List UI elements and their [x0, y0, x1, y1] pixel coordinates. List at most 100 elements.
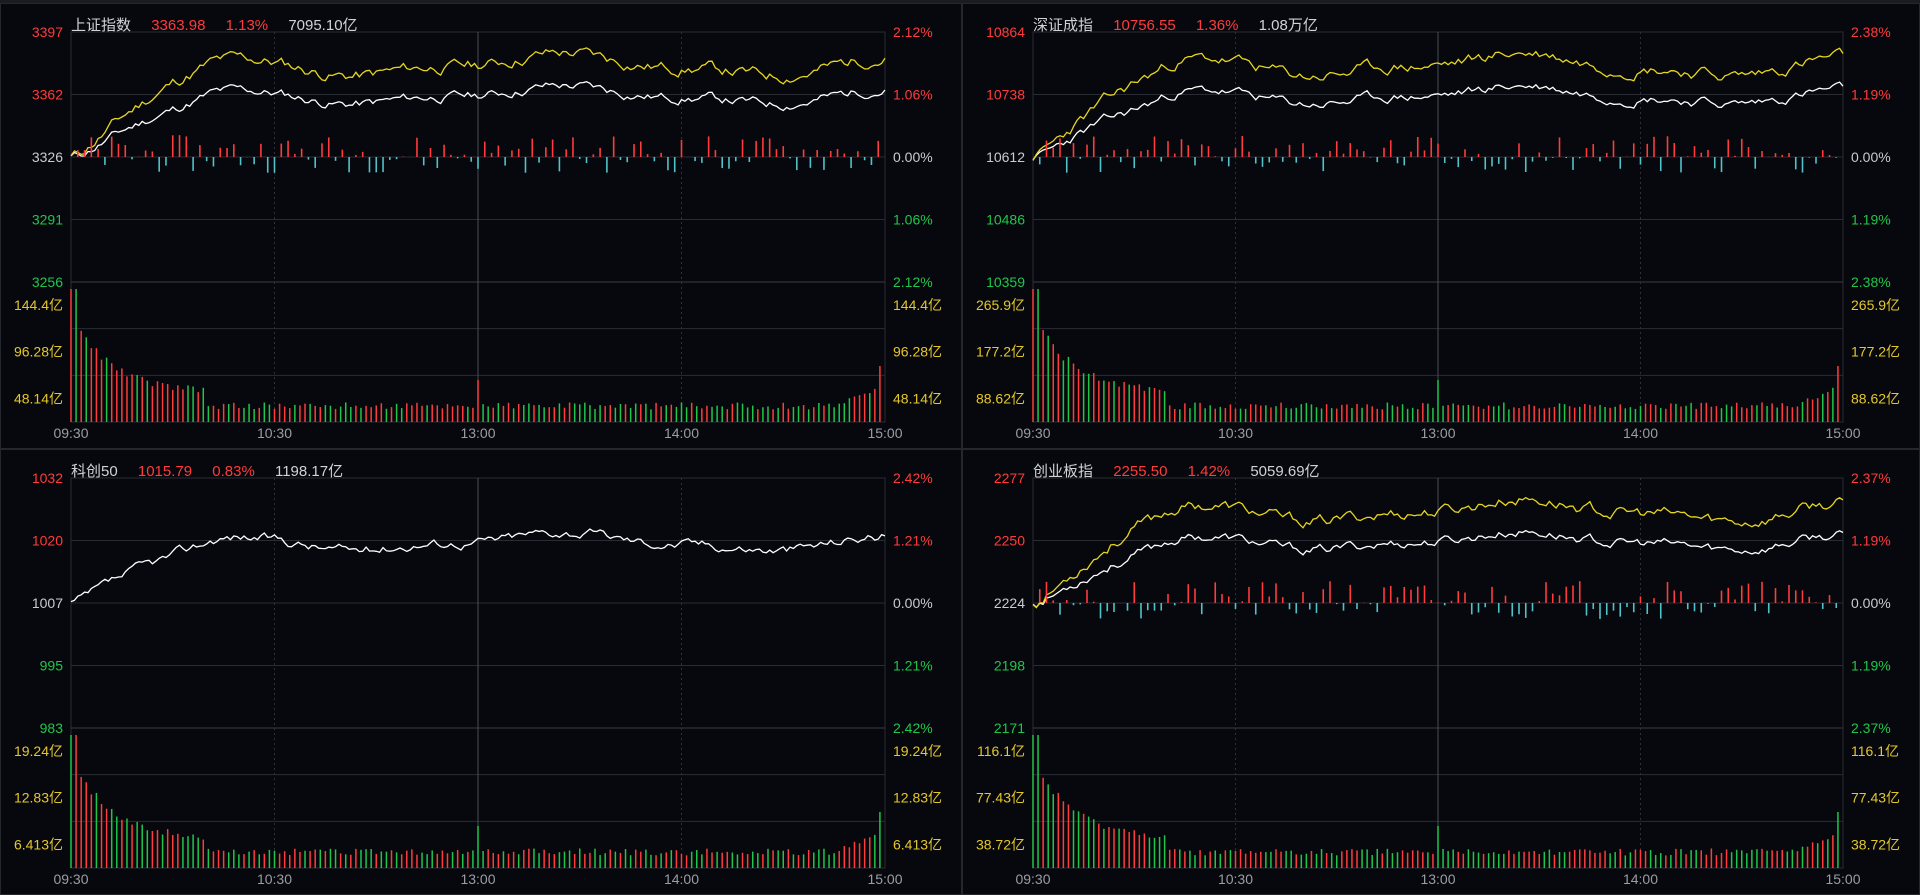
chart-panel-shanghai[interactable]: 上证指数 3363.98 1.13% 7095.10亿 3397 3362 3326…: [0, 3, 962, 449]
volume-axis-label: 265.9亿: [1851, 297, 1900, 313]
price-axis-label: 1007: [32, 595, 63, 611]
volume-axis-label: 12.83亿: [893, 790, 942, 806]
index-price: 2255.50: [1113, 463, 1168, 480]
pct-axis-label: 2.37%: [1851, 720, 1891, 736]
volume-axis-label: 6.413亿: [893, 836, 942, 852]
time-axis-label: 15:00: [1825, 425, 1860, 441]
time-axis-label: 14:00: [664, 425, 699, 441]
pct-axis-label: 1.21%: [893, 658, 933, 674]
volume-axis-label: 12.83亿: [14, 790, 63, 806]
pct-axis-label: 1.19%: [1851, 533, 1891, 549]
pct-axis-label: 2.38%: [1851, 274, 1891, 290]
pct-axis-label: 2.38%: [1851, 24, 1891, 40]
price-axis-label: 2198: [994, 658, 1025, 674]
volume-axis-label: 96.28亿: [14, 344, 63, 360]
time-axis-label: 13:00: [460, 425, 495, 441]
time-axis-label: 13:00: [1420, 425, 1455, 441]
intraday-chart[interactable]: 3397 3362 3326 3291 3256 2.12% 1.06% 0.00% 1.06%…: [1, 4, 962, 449]
time-axis-label: 13:00: [460, 871, 495, 887]
index-name: 上证指数: [71, 17, 132, 34]
volume-axis-label: 19.24亿: [14, 743, 63, 759]
time-axis-label: 15:00: [867, 425, 902, 441]
top-bar: [0, 0, 1920, 3]
index-name: 深证成指: [1033, 17, 1094, 34]
volume-axis-label: 177.2亿: [1851, 344, 1900, 360]
time-axis-label: 10:30: [257, 871, 292, 887]
panel-header: 创业板指 2255.50 1.42% 5059.69亿: [1033, 460, 1336, 481]
pct-axis-label: 1.06%: [893, 212, 933, 228]
time-axis-label: 10:30: [257, 425, 292, 441]
index-turnover: 1.08万亿: [1258, 17, 1318, 34]
pct-axis-label: 2.12%: [893, 24, 933, 40]
volume-axis-label: 144.4亿: [14, 297, 63, 313]
avg-price-line: [1032, 47, 1844, 161]
time-axis-label: 10:30: [1218, 425, 1253, 441]
volume-axis-label: 77.43亿: [976, 790, 1025, 806]
time-axis-label: 09:30: [1015, 871, 1050, 887]
index-change-pct: 1.36%: [1195, 17, 1239, 34]
price-axis-label: 3291: [32, 212, 63, 228]
pct-axis-label: 2.37%: [1851, 470, 1891, 486]
pct-axis-label: 1.06%: [893, 87, 933, 103]
price-axis-label: 3397: [32, 24, 63, 40]
price-axis-label: 3326: [32, 149, 63, 165]
time-axis-label: 15:00: [867, 871, 902, 887]
price-axis-label: 10359: [986, 274, 1025, 290]
intraday-chart[interactable]: 1032 1020 1007 995 983 2.42% 1.21% 0.00% 1.21% 2.…: [1, 450, 962, 895]
panel-header: 科创50 1015.79 0.83% 1198.17亿: [71, 460, 359, 481]
index-price-line: [1032, 81, 1844, 161]
time-axis-label: 15:00: [1825, 871, 1860, 887]
chart-panel-star50[interactable]: 科创50 1015.79 0.83% 1198.17亿 1032 1020 1007…: [0, 449, 962, 895]
chart-panel-shenzhen[interactable]: 深证成指 10756.55 1.36% 1.08万亿 10864 10738 106…: [962, 3, 1920, 449]
index-name: 科创50: [71, 463, 118, 480]
volume-axis-label: 116.1亿: [1851, 743, 1899, 759]
time-axis-label: 09:30: [53, 425, 88, 441]
index-turnover: 1198.17亿: [274, 463, 344, 480]
volume-axis-label: 88.62亿: [976, 390, 1025, 406]
price-axis-label: 2250: [994, 533, 1025, 549]
avg-price-line: [70, 47, 886, 156]
volume-axis-label: 38.72亿: [1851, 836, 1900, 852]
time-axis-label: 09:30: [53, 871, 88, 887]
price-axis-label: 2277: [994, 470, 1025, 486]
volume-axis-label: 116.1亿: [977, 743, 1025, 759]
index-price-line: [70, 81, 886, 157]
intraday-chart[interactable]: 10864 10738 10612 10486 10359 2.38% 1.19% 0.00%…: [963, 4, 1920, 449]
pct-axis-label: 1.19%: [1851, 658, 1891, 674]
volume-axis-label: 48.14亿: [14, 390, 63, 406]
index-price: 10756.55: [1113, 17, 1176, 34]
price-axis-label: 995: [40, 658, 64, 674]
volume-axis-label: 48.14亿: [893, 390, 942, 406]
index-price: 1015.79: [137, 463, 193, 480]
time-axis-label: 14:00: [1623, 871, 1658, 887]
volume-axis-label: 177.2亿: [976, 344, 1025, 360]
index-price-line: [70, 528, 886, 603]
panel-header: 上证指数 3363.98 1.13% 7095.10亿: [71, 14, 374, 35]
time-axis-label: 14:00: [1623, 425, 1658, 441]
chart-panel-chinext[interactable]: 创业板指 2255.50 1.42% 5059.69亿 2277 2250 2224…: [962, 449, 1920, 895]
index-change-pct: 1.13%: [225, 17, 269, 34]
price-axis-label: 1020: [32, 533, 63, 549]
pct-axis-label: 1.19%: [1851, 87, 1891, 103]
price-axis-label: 2171: [994, 720, 1025, 736]
volume-axis-label: 6.413亿: [14, 836, 63, 852]
volume-axis-label: 38.72亿: [976, 836, 1025, 852]
pct-axis-label: 2.42%: [893, 470, 933, 486]
pct-axis-label: 0.00%: [893, 149, 933, 165]
volume-axis-label: 96.28亿: [893, 344, 942, 360]
pct-axis-label: 0.00%: [893, 595, 933, 611]
intraday-chart[interactable]: 2277 2250 2224 2198 2171 2.37% 1.19% 0.00% 1.19%…: [963, 450, 1920, 895]
price-axis-label: 983: [40, 720, 64, 736]
time-axis-label: 13:00: [1420, 871, 1455, 887]
pct-axis-label: 1.21%: [893, 533, 933, 549]
index-turnover: 7095.10亿: [288, 17, 358, 34]
volume-axis-label: 144.4亿: [893, 297, 942, 313]
pct-axis-label: 0.00%: [1851, 595, 1891, 611]
index-change-pct: 0.83%: [212, 463, 255, 480]
price-axis-label: 2224: [994, 595, 1025, 611]
pct-axis-label: 2.42%: [893, 720, 933, 736]
volume-axis-label: 88.62亿: [1851, 390, 1900, 406]
volume-axis-label: 19.24亿: [893, 743, 942, 759]
time-axis-label: 14:00: [664, 871, 699, 887]
pct-axis-label: 0.00%: [1851, 149, 1891, 165]
